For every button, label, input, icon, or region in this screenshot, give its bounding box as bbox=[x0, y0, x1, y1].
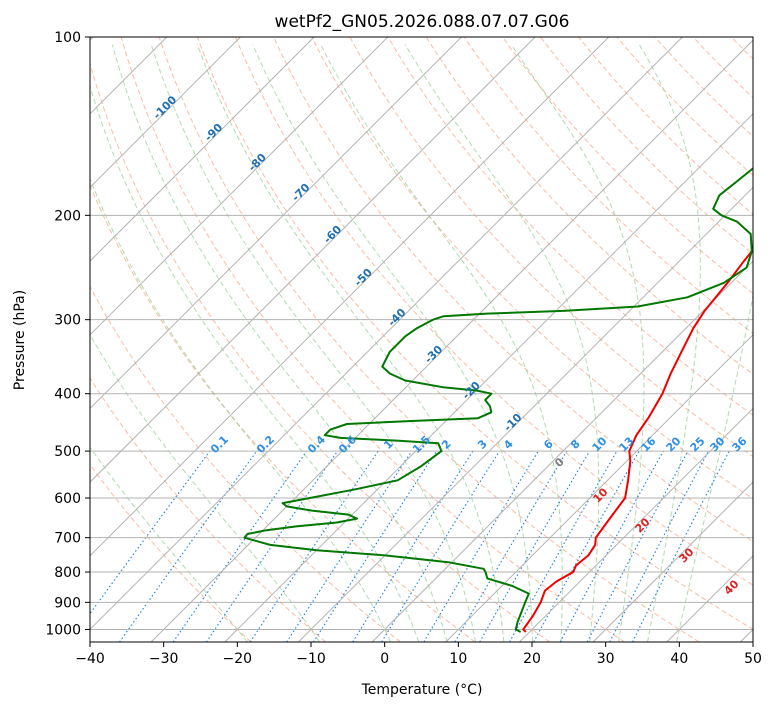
plot-frame bbox=[89, 36, 754, 643]
isotherm-gridline bbox=[224, 113, 753, 642]
x-tick-label: −40 bbox=[75, 651, 105, 667]
y-tick-label: 800 bbox=[54, 565, 81, 581]
dry-adiabat-line bbox=[120, 37, 625, 642]
axes: −40 −30 −20 −10 0 10 20 30 40 50 1000 900 800 700 600 5… bbox=[45, 30, 762, 667]
mixing-ratio-line bbox=[454, 450, 568, 642]
isotherm-gridline bbox=[90, 37, 241, 189]
moist-adiabat-line bbox=[676, 292, 753, 642]
dry-adiabat-line bbox=[90, 62, 551, 642]
mixing-ratio-line bbox=[381, 450, 500, 642]
mixing-ratio-line bbox=[90, 450, 211, 615]
moist-adiabat-line bbox=[111, 44, 448, 642]
dry-adiabat-line bbox=[90, 377, 327, 642]
y-tick-label: 900 bbox=[54, 595, 81, 611]
y-tick-label: 200 bbox=[54, 208, 81, 224]
mixing-ratio-line bbox=[423, 450, 539, 642]
x-tick-label: 40 bbox=[670, 651, 688, 667]
dry-adiabat-line bbox=[196, 37, 753, 630]
isotherm-gridline bbox=[90, 37, 315, 262]
y-tick-label: 100 bbox=[54, 30, 81, 46]
moist-adiabat-line bbox=[252, 44, 533, 642]
y-tick-label: 400 bbox=[54, 387, 81, 403]
x-tick-label: 30 bbox=[597, 651, 615, 667]
isotherm-gridline bbox=[519, 407, 753, 642]
dry-adiabat-line bbox=[540, 37, 753, 255]
dry-adiabat-line bbox=[578, 37, 753, 215]
moist-adiabat-line bbox=[510, 44, 645, 642]
y-tick-label: 700 bbox=[54, 531, 81, 547]
y-tick-label: 1000 bbox=[45, 622, 81, 638]
isotherm-gridline bbox=[90, 37, 389, 336]
x-tick-label: 20 bbox=[523, 651, 541, 667]
moist-adiabat-line bbox=[90, 333, 320, 642]
x-tick-label: 10 bbox=[449, 651, 467, 667]
dry-adiabat-line bbox=[273, 37, 753, 543]
isotherm-gridline bbox=[298, 186, 753, 642]
dry-adiabat-line bbox=[158, 37, 700, 642]
dry-adiabat-line bbox=[90, 184, 476, 642]
temperature-profile bbox=[522, 248, 753, 633]
moist-adiabat-line bbox=[150, 44, 476, 642]
y-axis-label: Pressure (hPa) bbox=[12, 290, 28, 390]
isotherm-gridline bbox=[90, 37, 610, 557]
moist-adiabat-line bbox=[638, 44, 701, 642]
isotherm-gridline bbox=[150, 39, 753, 642]
mixing-ratio-line bbox=[119, 450, 258, 642]
x-tick-label: −10 bbox=[296, 651, 326, 667]
isotherm-gridline bbox=[90, 37, 683, 631]
isotherm-gridline bbox=[445, 334, 753, 642]
isotherm-gridline bbox=[90, 37, 462, 410]
mixing-ratio-line bbox=[172, 450, 308, 642]
dry-adiabat-line bbox=[90, 285, 401, 642]
mixing-ratio-line bbox=[205, 450, 338, 642]
mixing-ratio-line bbox=[559, 450, 664, 642]
dry-adiabat-line bbox=[425, 37, 753, 375]
dry-adiabat-line bbox=[463, 37, 753, 335]
mixing-ratio-line bbox=[313, 450, 438, 642]
isotherm-gridline bbox=[592, 481, 753, 642]
profiles bbox=[243, 167, 753, 633]
x-tick-label: 0 bbox=[380, 651, 389, 667]
dry-adiabat-line bbox=[235, 37, 753, 586]
dry-adiabat-line bbox=[387, 37, 753, 416]
mixing-ratio-line bbox=[352, 450, 474, 642]
moist-adiabat-line bbox=[320, 44, 563, 642]
x-tick-label: −20 bbox=[223, 651, 253, 667]
mixing-ratio-line bbox=[479, 450, 591, 642]
moist-adiabat-line bbox=[90, 446, 248, 642]
y-tick-label: 600 bbox=[54, 491, 81, 507]
x-axis-label: Temperature (°C) bbox=[361, 682, 483, 698]
isotherm-gridline bbox=[90, 37, 536, 483]
y-tick-label: 500 bbox=[54, 444, 81, 460]
background-lines bbox=[90, 37, 753, 642]
moist-adiabat-line bbox=[90, 177, 391, 642]
dewpoint-profile bbox=[243, 167, 753, 633]
moist-adiabat-line bbox=[404, 44, 600, 642]
x-tick-label: 50 bbox=[744, 651, 762, 667]
x-tick-label: −30 bbox=[149, 651, 179, 667]
y-tick-label: 300 bbox=[54, 313, 81, 329]
dry-adiabat-line bbox=[311, 37, 753, 500]
mixing-ratio-line bbox=[509, 450, 618, 642]
chart-title: wetPf2_GN05.2026.088.07.07.G06 bbox=[275, 12, 570, 32]
isotherm-gridline bbox=[371, 260, 753, 642]
